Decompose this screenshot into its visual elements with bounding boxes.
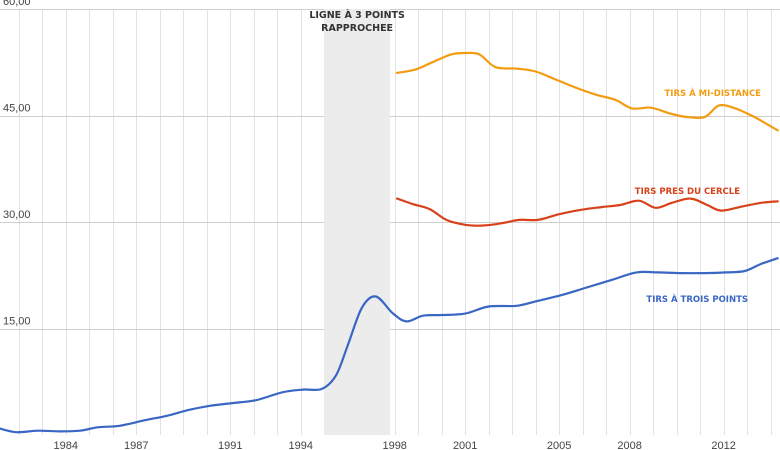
series-line-0 xyxy=(395,51,779,132)
x-tick-label: 1987 xyxy=(124,440,148,450)
y-axis-ticks: 15,00 30,00 45,00 60,00 xyxy=(3,0,31,328)
x-tick-label: 2001 xyxy=(453,440,477,450)
series-line-1 xyxy=(395,197,779,227)
series-lines xyxy=(0,51,779,434)
band-label: LIGNE À 3 POINTS xyxy=(309,9,405,21)
x-tick-label: 1984 xyxy=(54,440,78,450)
series-label: TIRS À MI-DISTANCE xyxy=(665,87,762,99)
series-label: TIRS À TROIS POINTS xyxy=(646,293,748,305)
x-axis-ticks: 1984 1987 1991 1994 1998 2001 2005 2008 2012 xyxy=(54,440,736,450)
y-tick-label: 45,00 xyxy=(3,103,31,115)
x-tick-label: 1991 xyxy=(218,440,242,450)
series-line-2 xyxy=(0,257,779,434)
y-tick-label: 15,00 xyxy=(3,316,31,328)
x-tick-label: 2008 xyxy=(617,440,641,450)
shaded-band-rect xyxy=(324,9,390,435)
shaded-band: LIGNE À 3 POINTS RAPPROCHEE xyxy=(309,9,405,435)
x-tick-label: 2005 xyxy=(547,440,571,450)
band-label: RAPPROCHEE xyxy=(321,23,393,34)
series-label: TIRS PRES DU CERCLE xyxy=(635,187,740,197)
y-tick-label: 30,00 xyxy=(3,209,31,221)
x-tick-label: 2012 xyxy=(711,440,735,450)
x-tick-label: 1998 xyxy=(382,440,406,450)
y-tick-label: 60,00 xyxy=(3,0,31,8)
series-labels: TIRS À MI-DISTANCE TIRS PRES DU CERCLE TIR… xyxy=(635,87,761,305)
x-tick-label: 1994 xyxy=(288,440,312,450)
